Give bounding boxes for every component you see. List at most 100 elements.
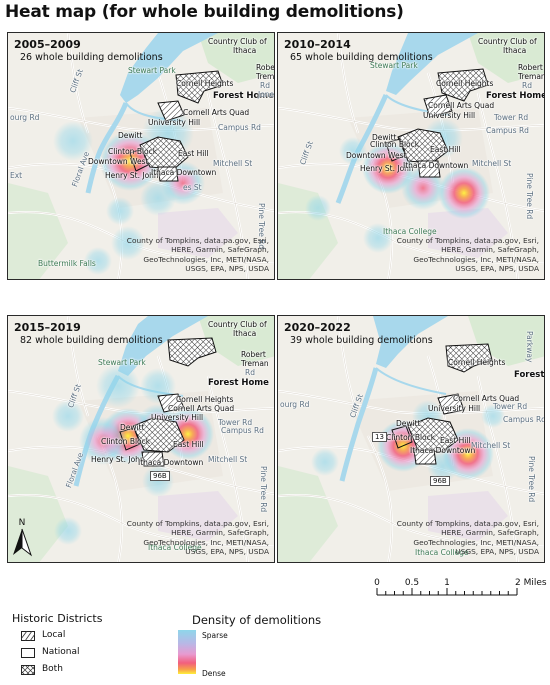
place-label-country-club-2: Ithaca xyxy=(233,46,257,55)
place-label-ithaca-college: Ithaca College xyxy=(148,543,202,552)
panel-demolition-count: 65 whole building demolitions xyxy=(290,52,433,63)
road-edge xyxy=(8,107,274,131)
map-panel-2010-2014: 2010–2014 65 whole building demolitions Co… xyxy=(277,32,545,280)
place-label-ithaca-downtown: Ithaca Downtown xyxy=(403,161,469,170)
road-edge xyxy=(367,435,393,562)
inlet xyxy=(339,367,379,482)
scale-tick-half: 0.5 xyxy=(404,578,420,588)
place-label-ithaca-downtown: Ithaca Downtown xyxy=(151,168,217,177)
place-label-robert-treman: Robert xyxy=(256,63,275,72)
place-label-university-hill: University Hill xyxy=(148,118,201,127)
map-title: Heat map (for whole building demolitions… xyxy=(5,2,404,22)
panel-period: 2020–2022 xyxy=(284,321,351,334)
heat-spot xyxy=(52,400,84,432)
panel-demolition-count: 26 whole building demolitions xyxy=(20,52,163,63)
place-label-campus-rd: Campus Rd xyxy=(486,126,529,135)
place-label-cornell-heights: Cornell Heights xyxy=(436,79,494,88)
scale-tick-0: 0 xyxy=(374,578,380,588)
place-label-buttermilk-falls: Buttermilk Falls xyxy=(38,259,96,268)
road-edge xyxy=(67,316,89,417)
place-label-jones: Jones xyxy=(258,90,275,99)
place-label-campus-rd: Campus Rd xyxy=(503,415,545,424)
park-area xyxy=(278,466,338,562)
outline-swatch-icon xyxy=(21,648,35,658)
park-area xyxy=(468,316,544,366)
place-label-downtown-west: Downtown West xyxy=(346,151,407,160)
historic-district-national xyxy=(391,425,413,449)
historic-district-local xyxy=(423,94,453,118)
place-label-campus-rd: Campus Rd xyxy=(218,123,261,132)
heat-spot xyxy=(111,226,145,260)
historic-district-national xyxy=(129,148,149,172)
heat-spot xyxy=(79,417,127,465)
place-label-country-club-1: Country Club of xyxy=(208,37,267,46)
place-label-clinton-block: Clinton Block xyxy=(386,433,436,442)
historic-district-local xyxy=(437,393,465,415)
historic-district-both xyxy=(437,68,489,102)
place-label-tower-rd: Tower Rd xyxy=(494,113,529,122)
map-panel-2005-2009: 2005–2009 26 whole building demolitions Co… xyxy=(7,32,275,280)
heat-spot xyxy=(106,197,134,225)
heat-spot xyxy=(96,364,140,408)
basemap xyxy=(278,316,544,562)
place-label-country-club-1: Country Club of xyxy=(208,320,267,329)
place-label-ithaca-downtown: Ithaca Downtown xyxy=(138,458,204,467)
campus-area xyxy=(158,208,238,258)
place-label-forest-home: Forest Home xyxy=(208,378,269,388)
place-label-campus-rd: Campus Rd xyxy=(221,426,264,435)
cayuga-lake xyxy=(120,33,218,103)
heat-spot xyxy=(363,223,393,253)
campus-area xyxy=(158,491,238,541)
road-edge xyxy=(8,494,274,547)
place-label-cornell-arts-quad: Cornell Arts Quad xyxy=(453,394,520,403)
cayuga-lake xyxy=(373,316,448,368)
place-label-robert-treman-2: Treman xyxy=(241,359,269,368)
legend-both-label: Both xyxy=(42,664,63,674)
density-color-ramp xyxy=(178,630,196,674)
heat-spot xyxy=(140,180,176,216)
map-attribution: County of Tompkins, data.pa.gov, Esri, H… xyxy=(396,518,539,557)
panel-demolition-count: 39 whole building demolitions xyxy=(290,335,433,346)
place-label-route: 96B xyxy=(430,476,450,486)
place-label-robert-treman-3: Rd xyxy=(522,81,532,90)
hatch-swatch-icon xyxy=(21,631,35,641)
road-edge xyxy=(67,33,89,134)
place-label-country-club-1: Country Club of xyxy=(478,37,537,46)
road-edge xyxy=(278,107,544,131)
cayuga-lake xyxy=(386,33,478,95)
place-label-stewart-park: Stewart Park xyxy=(98,358,146,367)
road-edge xyxy=(477,375,519,562)
panel-demolition-count: 82 whole building demolitions xyxy=(20,335,163,346)
campus-area xyxy=(428,208,508,258)
place-label-stewart-park: Stewart Park xyxy=(128,66,176,75)
place-label-dewitt: Dewitt xyxy=(396,419,421,428)
place-label-forest-home: Forest Home xyxy=(486,91,545,101)
place-label-forest-home: Forest Home xyxy=(213,91,274,101)
map-attribution: County of Tompkins, data.pa.gov, Esri, H… xyxy=(126,518,269,557)
historic-district-local xyxy=(157,166,179,182)
place-label-mitchell-st: Mitchell St xyxy=(208,455,248,464)
place-label-cornell-heights: Cornell Heights xyxy=(448,358,506,367)
place-label-cornell-heights: Cornell Heights xyxy=(176,79,234,88)
legend-density-title: Density of demolitions xyxy=(192,613,322,627)
place-label-pine-tree-rd: Pine Tree Rd xyxy=(259,466,268,513)
historic-district-local xyxy=(157,100,185,122)
place-label-robert-treman-2: Treman xyxy=(256,72,275,81)
historic-district-both xyxy=(132,417,185,453)
basemap xyxy=(8,316,274,562)
place-label-robert-treman-2: Treman xyxy=(518,72,545,81)
place-label-dewitt: Dewitt xyxy=(372,133,397,142)
heat-spot xyxy=(438,167,490,219)
place-label-es-st: es St xyxy=(183,183,202,192)
legend-local-label: Local xyxy=(42,630,66,640)
place-label-route: 96B xyxy=(150,471,170,481)
place-label-route13: 13 xyxy=(372,432,387,442)
map-attribution: County of Tompkins, data.pa.gov, Esri, H… xyxy=(126,235,269,274)
place-label-east-hill: East Hill xyxy=(173,440,204,449)
place-label-burg-rd: ourg Rd xyxy=(280,400,310,409)
panel-period: 2010–2014 xyxy=(284,38,351,51)
place-label-robert-treman-3: Rd xyxy=(260,81,270,90)
park-area xyxy=(8,183,68,279)
place-label-cornell-heights: Cornell Heights xyxy=(176,395,234,404)
place-label-cornell-arts-quad: Cornell Arts Quad xyxy=(428,101,495,110)
